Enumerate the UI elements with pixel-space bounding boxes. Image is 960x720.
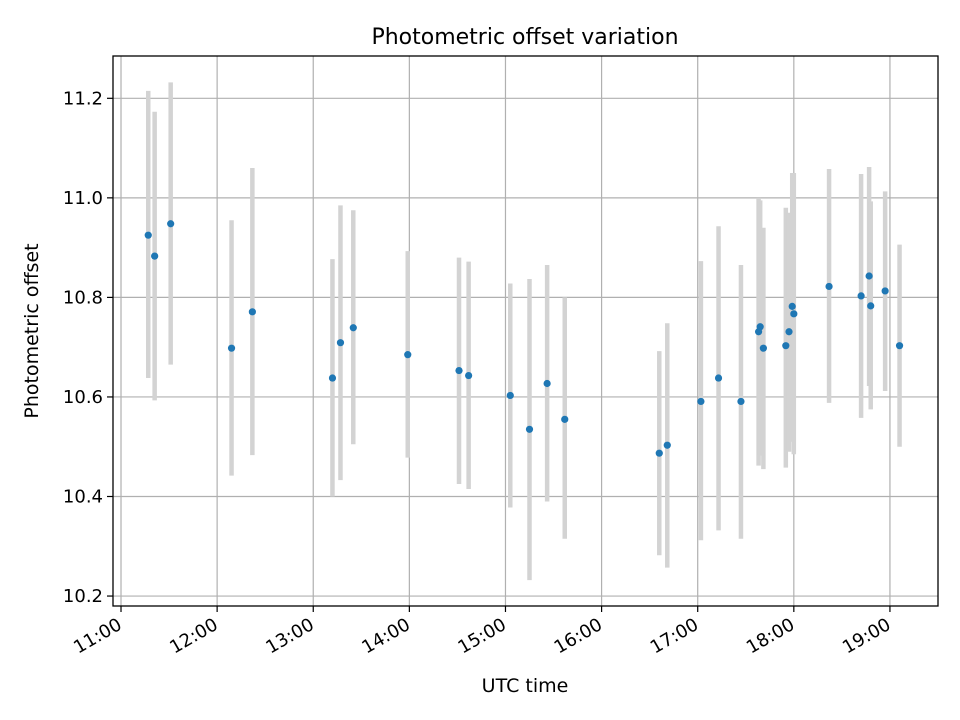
data-point (788, 302, 796, 310)
data-point (857, 292, 865, 300)
x-axis-label: UTC time (482, 675, 569, 697)
data-point (227, 344, 236, 352)
data-point (737, 397, 745, 406)
data-point (865, 272, 873, 280)
data-point (167, 220, 175, 228)
data-point (782, 342, 790, 350)
data-point (328, 374, 337, 382)
y-axis-label: Photometric offset (21, 243, 43, 418)
y-axis-ticks: 10.2 10.4 10.6 10.8 11.0 11.2 (63, 88, 113, 607)
data-point (895, 342, 904, 350)
data-point (506, 391, 514, 400)
data-point (543, 379, 551, 388)
data-point (867, 302, 875, 310)
data-point (465, 371, 473, 380)
data-point (756, 323, 764, 331)
data-point (881, 287, 889, 295)
data-point (697, 397, 705, 406)
data-point (790, 310, 798, 318)
data-point (785, 328, 793, 336)
y-tick-label: 11.0 (63, 188, 103, 209)
data-point (144, 231, 152, 239)
data-point (455, 366, 463, 375)
data-point (248, 308, 256, 316)
data-point (561, 415, 569, 423)
data-point (151, 252, 159, 260)
y-tick-label: 10.8 (63, 287, 103, 308)
data-point (759, 344, 767, 352)
data-point (825, 282, 833, 291)
plot-area-frame (112, 55, 939, 607)
data-point (525, 425, 534, 433)
y-tick-label: 10.2 (63, 586, 103, 607)
data-point (336, 339, 345, 347)
data-point (714, 374, 723, 382)
data-point (349, 324, 357, 332)
chart-title: Photometric offset variation (371, 25, 678, 50)
y-tick-label: 10.4 (63, 486, 103, 507)
data-point (655, 449, 663, 457)
data-point (663, 441, 671, 449)
y-tick-label: 11.2 (63, 88, 103, 109)
y-tick-label: 10.6 (63, 387, 103, 408)
data-point (404, 351, 412, 359)
data-points (144, 220, 904, 457)
